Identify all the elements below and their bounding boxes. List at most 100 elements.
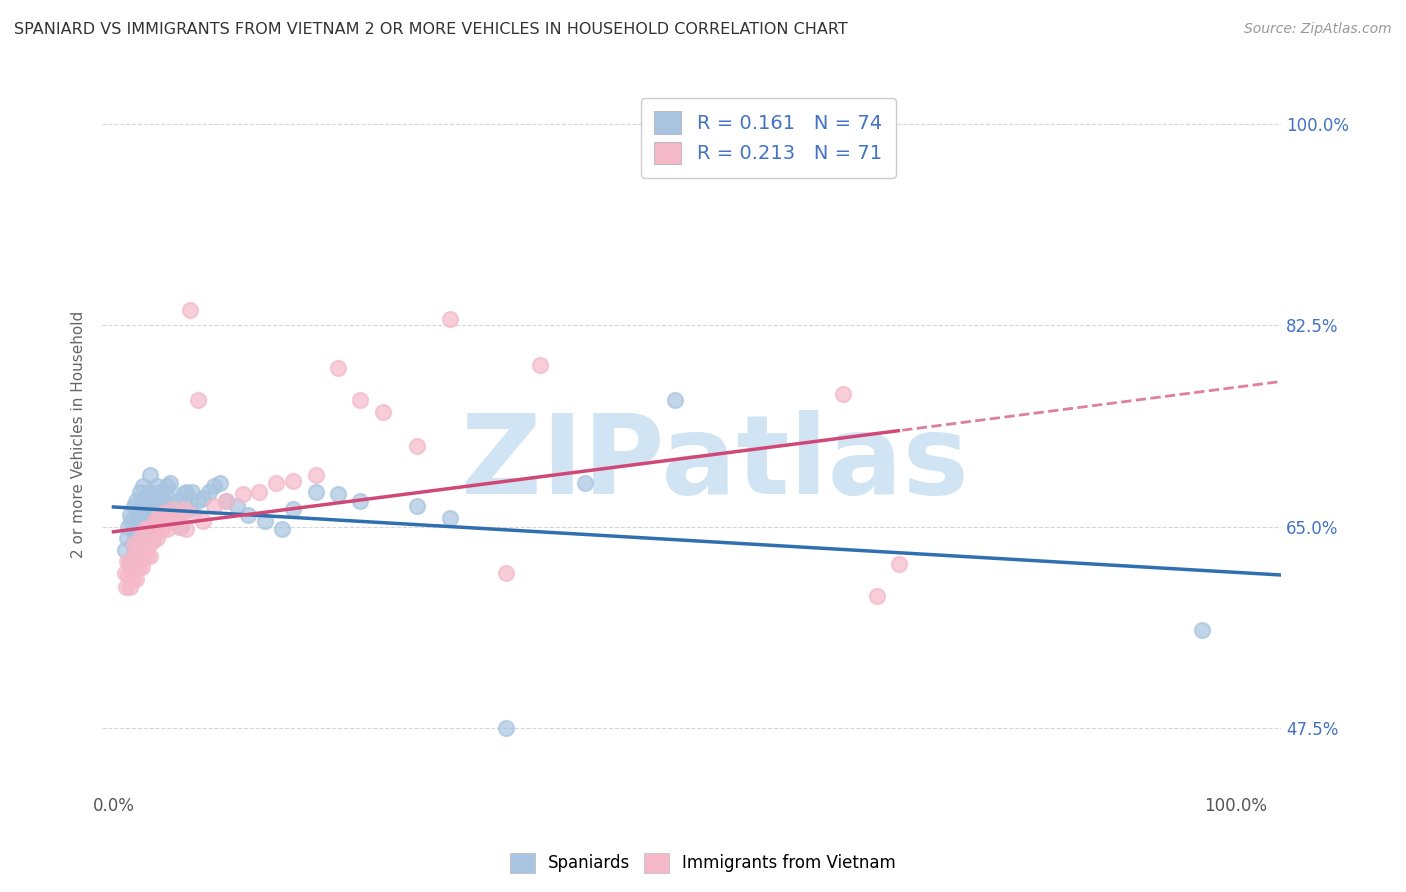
Point xyxy=(131,508,153,523)
Point xyxy=(155,485,177,500)
Point xyxy=(159,475,181,490)
Point xyxy=(124,560,146,574)
Point xyxy=(204,499,226,513)
Point xyxy=(281,474,304,488)
Point xyxy=(326,360,349,375)
Point xyxy=(125,533,148,548)
Point xyxy=(121,572,143,586)
Point xyxy=(529,359,551,373)
Point xyxy=(143,514,166,528)
Point xyxy=(115,531,138,545)
Point xyxy=(495,722,517,736)
Point xyxy=(193,514,215,528)
Point xyxy=(889,557,911,571)
Point xyxy=(181,485,204,500)
Point xyxy=(134,522,156,536)
Point xyxy=(193,491,215,505)
Point xyxy=(176,485,198,500)
Point xyxy=(142,487,165,501)
Point xyxy=(114,542,136,557)
Point xyxy=(120,508,142,523)
Point xyxy=(142,533,165,548)
Point xyxy=(136,522,159,536)
Point xyxy=(141,502,163,516)
Point xyxy=(153,506,176,520)
Point xyxy=(349,494,371,508)
Point xyxy=(131,497,153,511)
Point xyxy=(120,554,142,568)
Point xyxy=(281,502,304,516)
Point xyxy=(139,485,162,500)
Point xyxy=(574,475,596,490)
Point xyxy=(117,568,139,582)
Point xyxy=(405,499,427,513)
Point xyxy=(146,479,169,493)
Point xyxy=(152,508,174,523)
Point xyxy=(138,514,160,528)
Point xyxy=(138,537,160,551)
Point xyxy=(349,392,371,407)
Point xyxy=(167,494,190,508)
Point xyxy=(129,514,152,528)
Point xyxy=(270,522,292,536)
Text: ZIPatlas: ZIPatlas xyxy=(461,409,969,516)
Point xyxy=(170,506,193,520)
Point xyxy=(304,485,326,500)
Point xyxy=(122,552,145,566)
Point xyxy=(131,552,153,566)
Point xyxy=(156,522,179,536)
Legend: Spaniards, Immigrants from Vietnam: Spaniards, Immigrants from Vietnam xyxy=(503,847,903,880)
Point xyxy=(125,557,148,571)
Point xyxy=(204,479,226,493)
Point xyxy=(153,514,176,528)
Point xyxy=(124,545,146,559)
Y-axis label: 2 or more Vehicles in Household: 2 or more Vehicles in Household xyxy=(72,311,86,558)
Point xyxy=(114,580,136,594)
Point xyxy=(134,502,156,516)
Point xyxy=(179,303,201,318)
Point xyxy=(122,499,145,513)
Point xyxy=(120,564,142,578)
Point xyxy=(866,589,889,603)
Point xyxy=(236,508,259,523)
Point xyxy=(209,475,232,490)
Point xyxy=(131,537,153,551)
Point xyxy=(148,508,170,523)
Point xyxy=(150,522,173,536)
Point xyxy=(148,499,170,513)
Point xyxy=(664,392,686,407)
Point xyxy=(371,404,394,418)
Point xyxy=(125,545,148,559)
Point xyxy=(139,549,162,563)
Point xyxy=(117,520,139,534)
Point xyxy=(145,514,167,528)
Point xyxy=(122,525,145,540)
Point xyxy=(115,554,138,568)
Point xyxy=(148,520,170,534)
Point xyxy=(176,522,198,536)
Point xyxy=(149,485,172,500)
Point xyxy=(127,541,149,555)
Point xyxy=(439,312,461,326)
Point xyxy=(118,557,141,571)
Point xyxy=(170,520,193,534)
Point xyxy=(152,502,174,516)
Point xyxy=(131,479,153,493)
Point xyxy=(232,487,254,501)
Point xyxy=(173,502,195,516)
Point xyxy=(121,537,143,551)
Point xyxy=(136,499,159,513)
Point xyxy=(132,545,155,559)
Point xyxy=(187,392,209,407)
Point xyxy=(405,439,427,453)
Point xyxy=(135,533,157,548)
Point xyxy=(135,494,157,508)
Point xyxy=(146,531,169,545)
Point xyxy=(153,494,176,508)
Point xyxy=(304,467,326,482)
Point xyxy=(120,580,142,594)
Point xyxy=(128,560,150,574)
Point xyxy=(198,485,221,500)
Point xyxy=(143,494,166,508)
Point xyxy=(122,537,145,551)
